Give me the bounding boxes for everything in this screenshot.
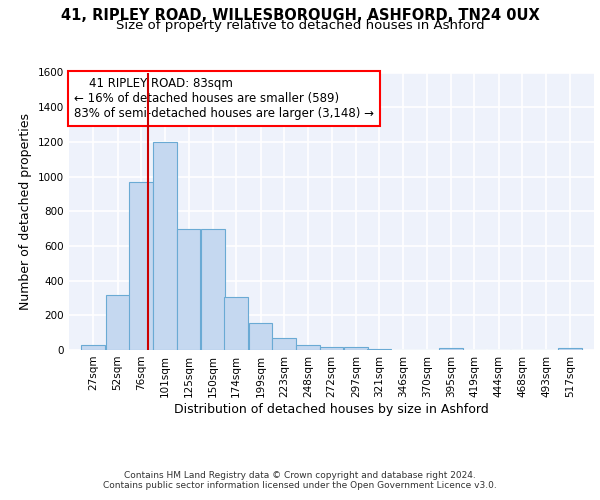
Bar xyxy=(82,345,105,350)
Text: Contains HM Land Registry data © Crown copyright and database right 2024.
Contai: Contains HM Land Registry data © Crown c… xyxy=(103,470,497,490)
Bar xyxy=(344,346,368,350)
Bar xyxy=(129,182,153,350)
Bar xyxy=(224,297,248,350)
Bar xyxy=(296,345,320,350)
Y-axis label: Number of detached properties: Number of detached properties xyxy=(19,113,32,310)
Bar xyxy=(439,348,463,350)
X-axis label: Distribution of detached houses by size in Ashford: Distribution of detached houses by size … xyxy=(174,402,489,415)
Text: Size of property relative to detached houses in Ashford: Size of property relative to detached ho… xyxy=(116,18,484,32)
Bar xyxy=(176,228,200,350)
Bar xyxy=(320,346,343,350)
Text: 41 RIPLEY ROAD: 83sqm
← 16% of detached houses are smaller (589)
83% of semi-det: 41 RIPLEY ROAD: 83sqm ← 16% of detached … xyxy=(74,76,374,120)
Text: 41, RIPLEY ROAD, WILLESBOROUGH, ASHFORD, TN24 0UX: 41, RIPLEY ROAD, WILLESBOROUGH, ASHFORD,… xyxy=(61,8,539,22)
Bar xyxy=(367,349,391,350)
Bar xyxy=(201,228,225,350)
Bar xyxy=(558,348,581,350)
Bar xyxy=(272,338,296,350)
Bar xyxy=(154,142,177,350)
Bar xyxy=(248,323,272,350)
Bar xyxy=(106,294,130,350)
